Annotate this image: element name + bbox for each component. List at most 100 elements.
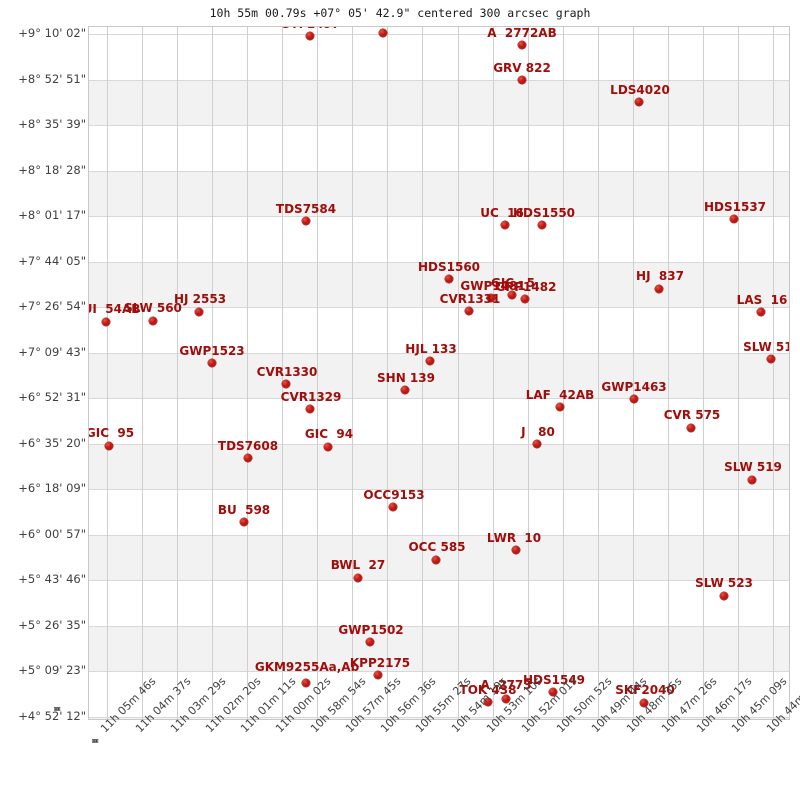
data-point[interactable] <box>379 29 387 37</box>
data-point[interactable] <box>556 403 564 411</box>
gridline-horizontal <box>89 216 789 217</box>
data-point[interactable] <box>306 405 314 413</box>
gridline-vertical <box>528 27 529 719</box>
gridline-horizontal <box>89 580 789 581</box>
gridline-vertical <box>177 27 178 719</box>
gridline-vertical <box>282 27 283 719</box>
data-point[interactable] <box>354 574 362 582</box>
data-point[interactable] <box>538 221 546 229</box>
data-point[interactable] <box>501 221 509 229</box>
data-point-label: STF1497 <box>282 27 340 30</box>
data-point-label: SLW 560 <box>124 301 182 315</box>
data-point-label: GKM9255Aa,Ab <box>254 660 360 674</box>
data-point[interactable] <box>374 671 382 679</box>
data-point[interactable] <box>426 357 434 365</box>
y-axis-tick-label: +7° 44' 05" <box>18 253 86 268</box>
data-point[interactable] <box>484 698 492 706</box>
gridline-vertical <box>142 27 143 719</box>
gridline-vertical <box>458 27 459 719</box>
data-point-label: HDS1537 <box>703 200 767 214</box>
y-axis-tick-label: +6° 18' 09" <box>18 481 86 495</box>
data-point[interactable] <box>244 454 252 462</box>
y-axis-tick-label: +6° 35' 20" <box>18 435 86 450</box>
grid-band <box>89 80 789 126</box>
gridline-horizontal <box>89 398 789 399</box>
data-point-label: A 2772AB <box>487 26 557 40</box>
grid-band <box>89 717 789 719</box>
data-point-label: LWR 10 <box>486 531 542 545</box>
data-point[interactable] <box>512 546 520 554</box>
data-point[interactable] <box>445 275 453 283</box>
data-point[interactable] <box>521 295 529 303</box>
data-point[interactable] <box>389 503 397 511</box>
data-point[interactable] <box>487 294 495 302</box>
data-point[interactable] <box>282 380 290 388</box>
y-axis-tick-label: +8° 18' 28" <box>18 162 86 177</box>
data-point[interactable] <box>757 308 765 316</box>
gridline-horizontal <box>89 489 789 490</box>
data-point-label: BWL 27 <box>330 558 386 572</box>
data-point-label: GIC 94 <box>304 427 354 441</box>
gridline-vertical <box>703 27 704 719</box>
data-point[interactable] <box>640 699 648 707</box>
data-point[interactable] <box>518 41 526 49</box>
data-point-label: CVR1329 <box>280 390 342 404</box>
gridline-vertical <box>493 27 494 719</box>
data-point[interactable] <box>655 285 663 293</box>
stray-glyph-y: ≖ <box>53 704 62 715</box>
gridline-vertical <box>247 27 248 719</box>
data-point[interactable] <box>102 318 110 326</box>
grid-band <box>89 626 789 672</box>
data-point[interactable] <box>630 395 638 403</box>
data-point[interactable] <box>508 291 516 299</box>
data-point[interactable] <box>533 440 541 448</box>
data-point[interactable] <box>324 443 332 451</box>
data-point-label: TOK 438 <box>459 683 517 697</box>
data-point-label: TDS7608 <box>217 439 279 453</box>
data-point[interactable] <box>502 695 510 703</box>
y-axis-tick-label: +4° 52' 12" <box>18 708 86 723</box>
gridline-vertical <box>738 27 739 719</box>
data-point[interactable] <box>635 98 643 106</box>
y-axis-tick-label: +6° 00' 57" <box>18 526 86 541</box>
data-point[interactable] <box>549 688 557 696</box>
data-point[interactable] <box>465 307 473 315</box>
data-point[interactable] <box>748 476 756 484</box>
gridline-vertical <box>598 27 599 719</box>
data-point[interactable] <box>302 217 310 225</box>
data-point-label: CVR1331 <box>439 292 501 306</box>
gridline-vertical <box>422 27 423 719</box>
data-point[interactable] <box>687 424 695 432</box>
data-point[interactable] <box>302 679 310 687</box>
data-point-label: SKF2040 <box>615 683 675 697</box>
data-point-label: GIC 5 <box>490 276 536 290</box>
data-point[interactable] <box>105 442 113 450</box>
gridline-horizontal <box>89 80 789 81</box>
y-axis-tick-label: +8° 52' 51" <box>18 71 86 86</box>
data-point-label: HDS1549 <box>522 673 586 687</box>
data-point[interactable] <box>195 308 203 316</box>
data-point[interactable] <box>518 76 526 84</box>
data-point-label: CVR1326 <box>354 26 415 27</box>
data-point[interactable] <box>767 355 775 363</box>
data-point-label: OCC 585 <box>408 540 466 554</box>
data-point-label: HDS1560 <box>417 260 481 274</box>
y-axis-tick-label: +5° 26' 35" <box>18 617 86 632</box>
data-point-label: HJL 133 <box>405 342 457 356</box>
data-point[interactable] <box>432 556 440 564</box>
chart-title: 10h 55m 00.79s +07° 05' 42.9" centered 3… <box>209 6 591 20</box>
gridline-vertical <box>563 27 564 719</box>
gridline-vertical <box>352 27 353 719</box>
data-point[interactable] <box>208 359 216 367</box>
data-point[interactable] <box>366 638 374 646</box>
gridline-vertical <box>212 27 213 719</box>
data-point[interactable] <box>306 32 314 40</box>
data-point[interactable] <box>401 386 409 394</box>
data-point[interactable] <box>730 215 738 223</box>
data-point-label: UC 16 <box>480 206 524 220</box>
data-point[interactable] <box>720 592 728 600</box>
gridline-vertical <box>107 27 108 719</box>
data-point-label: GRV 822 <box>493 61 551 75</box>
data-point[interactable] <box>240 518 248 526</box>
data-point[interactable] <box>149 317 157 325</box>
